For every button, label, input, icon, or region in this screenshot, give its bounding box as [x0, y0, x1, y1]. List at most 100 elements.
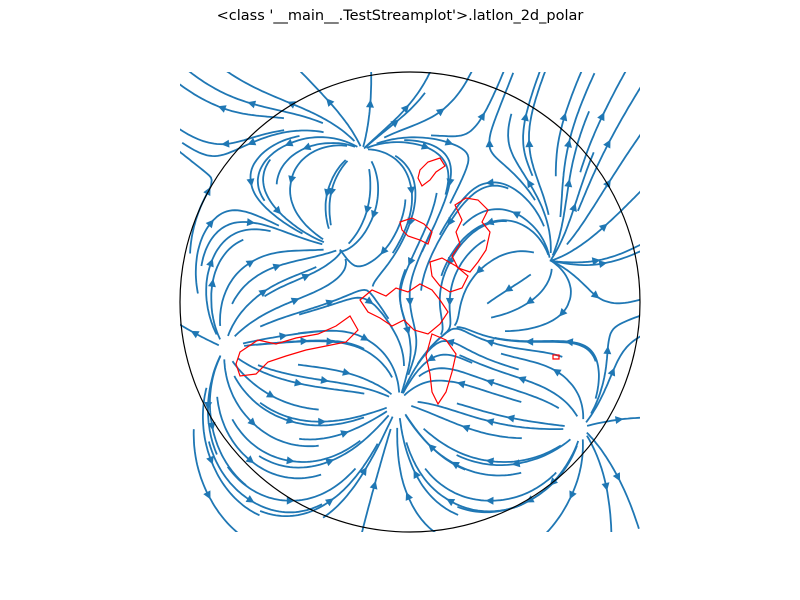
- streamline-arrow: [485, 496, 494, 505]
- streamline: [339, 160, 379, 253]
- streamline: [490, 268, 553, 319]
- streamline-arrow: [203, 187, 211, 196]
- streamline: [399, 192, 438, 335]
- streamline-arrow: [360, 333, 370, 341]
- streamline-arrow: [246, 178, 255, 187]
- streamline: [234, 258, 347, 337]
- streamline-arrow: [485, 379, 495, 387]
- streamline-arrow: [407, 186, 415, 195]
- streamline-arrow: [245, 455, 255, 464]
- streamline: [192, 429, 239, 532]
- streamline-arrow: [559, 112, 568, 122]
- streamline-arrow: [247, 417, 256, 426]
- streamline-arrow: [324, 188, 332, 198]
- streamline-arrow: [456, 380, 466, 389]
- streamline-arrow: [517, 376, 527, 384]
- coastline-landmass: [235, 315, 359, 377]
- streamline-arrow: [221, 139, 230, 148]
- streamline-arrow: [208, 278, 216, 288]
- streamline: [231, 249, 337, 305]
- streamline-arrow: [286, 496, 295, 505]
- streamline-arrow: [284, 138, 294, 147]
- streamline-arrow: [597, 112, 605, 122]
- coastlines: [235, 157, 560, 406]
- streamline-arrow: [342, 368, 351, 376]
- streamline-arrow: [559, 308, 568, 317]
- streamline-arrow: [359, 467, 367, 476]
- streamline-arrow: [477, 112, 485, 121]
- streamline-arrow: [266, 390, 275, 398]
- streamline: [364, 72, 432, 149]
- streamline-arrow: [325, 458, 335, 467]
- streamline-arrow: [603, 346, 612, 355]
- streamline: [457, 445, 578, 514]
- streamline-arrow: [247, 100, 257, 109]
- streamline-arrow: [598, 223, 608, 232]
- streamline-arrow: [204, 401, 213, 410]
- streamline: [205, 228, 271, 335]
- streamline-arrow: [506, 414, 515, 423]
- streamline-arrow: [272, 205, 282, 215]
- streamline-arrow: [318, 417, 327, 426]
- streamline-arrow: [569, 490, 577, 500]
- streamline-arrow: [525, 296, 535, 305]
- streamline-arrow: [476, 265, 485, 274]
- streamline-arrow: [400, 104, 410, 114]
- streamline: [289, 144, 348, 240]
- streamline-arrow: [206, 455, 214, 465]
- streamline-arrow: [326, 98, 335, 107]
- streamline-arrow: [364, 296, 374, 305]
- streamline-arrow: [246, 218, 256, 227]
- streamline-arrow: [279, 332, 288, 341]
- streamline-arrow: [511, 459, 521, 468]
- streamline-arrow: [247, 137, 257, 146]
- coastline-landmass: [359, 283, 449, 335]
- streamline-arrow: [328, 187, 336, 197]
- streamline-arrow: [190, 330, 200, 339]
- streamline-arrow: [366, 99, 374, 108]
- streamline: [554, 72, 583, 177]
- coastline-landmass: [399, 217, 433, 245]
- streamline: [456, 326, 597, 362]
- streamline-arrow: [446, 178, 455, 187]
- coastline-landmass: [425, 333, 457, 406]
- streamline: [586, 435, 613, 532]
- streamline: [180, 83, 284, 120]
- streamline-arrow: [607, 367, 616, 377]
- streamline-arrow: [485, 178, 494, 187]
- streamline-arrow: [405, 492, 413, 501]
- streamline-arrow: [272, 263, 282, 272]
- streamline: [586, 431, 640, 530]
- streamline-arrow: [485, 217, 495, 226]
- streamline: [453, 250, 535, 327]
- streamline-arrow: [288, 175, 297, 184]
- streamline-arrow: [206, 258, 214, 268]
- streamline: [405, 442, 522, 513]
- streamline: [259, 288, 390, 328]
- streamline-arrow: [521, 112, 529, 122]
- streamline-arrow: [408, 257, 416, 266]
- streamline-arrow: [301, 273, 311, 282]
- streamline: [259, 401, 388, 423]
- streamline-arrow: [285, 416, 295, 424]
- streamline-arrow: [205, 219, 214, 229]
- streamline: [456, 402, 565, 427]
- streamline-arrow: [369, 480, 378, 490]
- streamline-arrow: [446, 498, 456, 507]
- streamline-arrow: [420, 142, 430, 150]
- chart-title: <class '__main__.TestStreamplot'>.latlon…: [216, 8, 584, 24]
- map-boundary-circle: [179, 71, 641, 533]
- streamline-arrow: [380, 246, 389, 255]
- streamline: [585, 335, 640, 423]
- streamline-arrow: [591, 257, 601, 266]
- streamline-arrow: [504, 284, 514, 292]
- streamline-arrow: [245, 260, 255, 268]
- coastline-landmass: [552, 354, 560, 360]
- streamline-arrow: [203, 490, 211, 500]
- streamline-arrow: [444, 138, 454, 146]
- coastline-landmass: [429, 257, 469, 293]
- streamline-arrow: [302, 142, 312, 151]
- streamline-arrow: [450, 461, 460, 470]
- streamline-arrow: [405, 297, 414, 306]
